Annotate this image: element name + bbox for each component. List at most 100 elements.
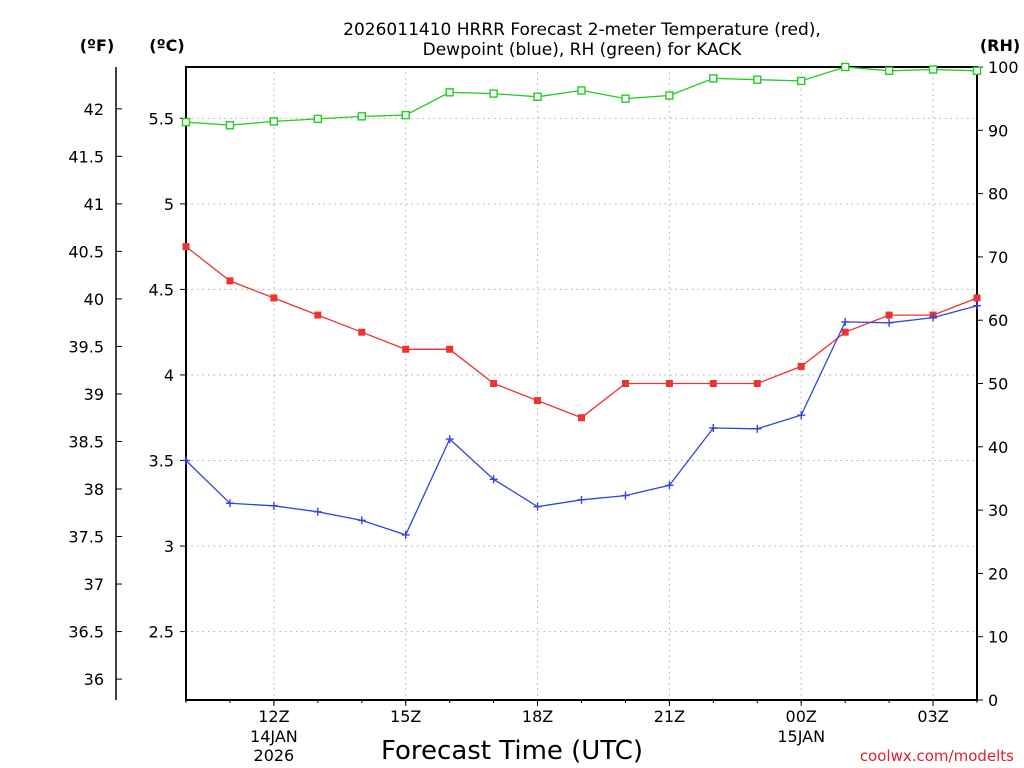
dewpoint-point [401, 530, 410, 539]
temperature-point [490, 380, 498, 387]
fahrenheit-tick-label: 42 [84, 100, 104, 119]
fahrenheit-tick-label: 38.5 [68, 432, 104, 451]
celsius-tick-label: 4.5 [149, 280, 174, 299]
rh-unit-label: (RH) [980, 36, 1020, 55]
dewpoint-point [841, 317, 850, 326]
temperature-point [446, 345, 454, 353]
fahrenheit-axis: 36 36.5 37 37.5 38 38.5 39 39.5 40 40.5 41 41.5 42 [68, 100, 122, 689]
rh-tick-label: 60 [988, 311, 1008, 330]
fahrenheit-tick-label: 40.5 [68, 242, 104, 261]
title-line-2: Dewpoint (blue), RH (green) for KACK [423, 40, 743, 60]
dewpoint-point [797, 411, 806, 420]
rh-tick-label: 80 [988, 185, 1008, 204]
temperature-point [358, 328, 366, 336]
celsius-tick-label: 4 [164, 366, 174, 385]
temperature-point [621, 380, 629, 387]
dewpoint-point [269, 501, 278, 510]
date-label: 14JAN [250, 727, 298, 746]
dewpoint-series [182, 301, 981, 539]
year-label: 2026 [254, 746, 295, 765]
rh-point [445, 88, 454, 97]
temperature-point [797, 362, 805, 370]
temperature-point [753, 380, 761, 387]
rh-point [181, 117, 191, 127]
fahrenheit-unit-label: (ºF) [80, 36, 115, 55]
fahrenheit-tick-label: 36.5 [68, 623, 104, 642]
rh-point [489, 89, 498, 98]
temperature-point [226, 277, 234, 285]
rh-point [313, 114, 323, 124]
time-tick-label: 03Z [917, 707, 948, 726]
rh-line [185, 66, 978, 126]
temperature-point [534, 397, 542, 405]
dewpoint-point [621, 491, 630, 500]
rh-point [577, 86, 586, 95]
dewpoint-point [753, 424, 762, 433]
dewpoint-point [665, 481, 674, 490]
rh-point [928, 65, 938, 74]
dewpoint-point [313, 507, 322, 516]
fahrenheit-tick-label: 38 [84, 480, 104, 499]
dewpoint-point [533, 502, 542, 511]
rh-point [665, 91, 674, 100]
dewpoint-point [973, 301, 981, 310]
rh-point [709, 74, 718, 83]
celsius-tick-label: 3 [164, 537, 174, 556]
rh-point [797, 76, 806, 86]
fahrenheit-tick-label: 41 [84, 195, 104, 214]
dewpoint-point [225, 499, 234, 508]
dewpoint-point [445, 435, 454, 444]
temperature-point [402, 345, 410, 353]
temperature-point [885, 311, 893, 319]
dewpoint-point [885, 318, 894, 327]
temperature-point [314, 311, 322, 319]
celsius-tick-label: 5.5 [149, 109, 174, 128]
temperature-point [841, 328, 849, 336]
rh-point [401, 110, 410, 120]
rh-point [972, 66, 982, 75]
time-tick-label: 00Z [786, 707, 817, 726]
temperature-point [973, 294, 981, 302]
celsius-tick-label: 3.5 [149, 451, 174, 470]
time-tick-label: 21Z [654, 707, 685, 726]
rh-tick-label: 90 [988, 121, 1008, 140]
celsius-tick-label: 5 [164, 195, 174, 214]
fahrenheit-tick-label: 37.5 [68, 528, 104, 547]
x-axis-title: Forecast Time (UTC) [381, 736, 643, 766]
date-label: 15JAN [777, 727, 825, 746]
temperature-series [182, 243, 981, 422]
fahrenheit-tick-label: 39 [84, 385, 104, 404]
plot-frame [185, 66, 978, 701]
gridlines [186, 67, 977, 700]
rh-tick-label: 70 [988, 248, 1008, 267]
rh-tick-label: 40 [988, 438, 1008, 457]
title-line-1: 2026011410 HRRR Forecast 2-meter Tempera… [343, 20, 821, 40]
dewpoint-point [709, 423, 718, 432]
rh-point [621, 94, 630, 103]
rh-point [840, 62, 850, 72]
chart-title: 2026011410 HRRR Forecast 2-meter Tempera… [343, 20, 821, 60]
dewpoint-point [357, 516, 366, 525]
rh-point [753, 75, 762, 84]
rh-tick-label: 0 [988, 691, 998, 710]
time-tick-label: 12Z [258, 707, 289, 726]
rh-point [225, 121, 235, 130]
dewpoint-point [577, 495, 586, 504]
temperature-point [709, 380, 717, 387]
fahrenheit-tick-label: 37 [84, 575, 104, 594]
rh-point [357, 112, 366, 121]
rh-tick-label: 30 [988, 501, 1008, 520]
rh-tick-label: 50 [988, 375, 1008, 394]
fahrenheit-tick-label: 36 [84, 670, 104, 689]
temperature-line [185, 246, 978, 419]
rh-point [269, 117, 279, 126]
celsius-tick-label: 2.5 [149, 623, 174, 642]
temperature-point [578, 414, 585, 422]
data-series [181, 62, 982, 539]
fahrenheit-tick-label: 41.5 [68, 147, 104, 166]
celsius-unit-label: (ºC) [149, 36, 184, 55]
rh-tick-label: 100 [988, 58, 1019, 77]
fahrenheit-tick-label: 40 [84, 290, 104, 309]
time-tick-label: 18Z [522, 707, 553, 726]
